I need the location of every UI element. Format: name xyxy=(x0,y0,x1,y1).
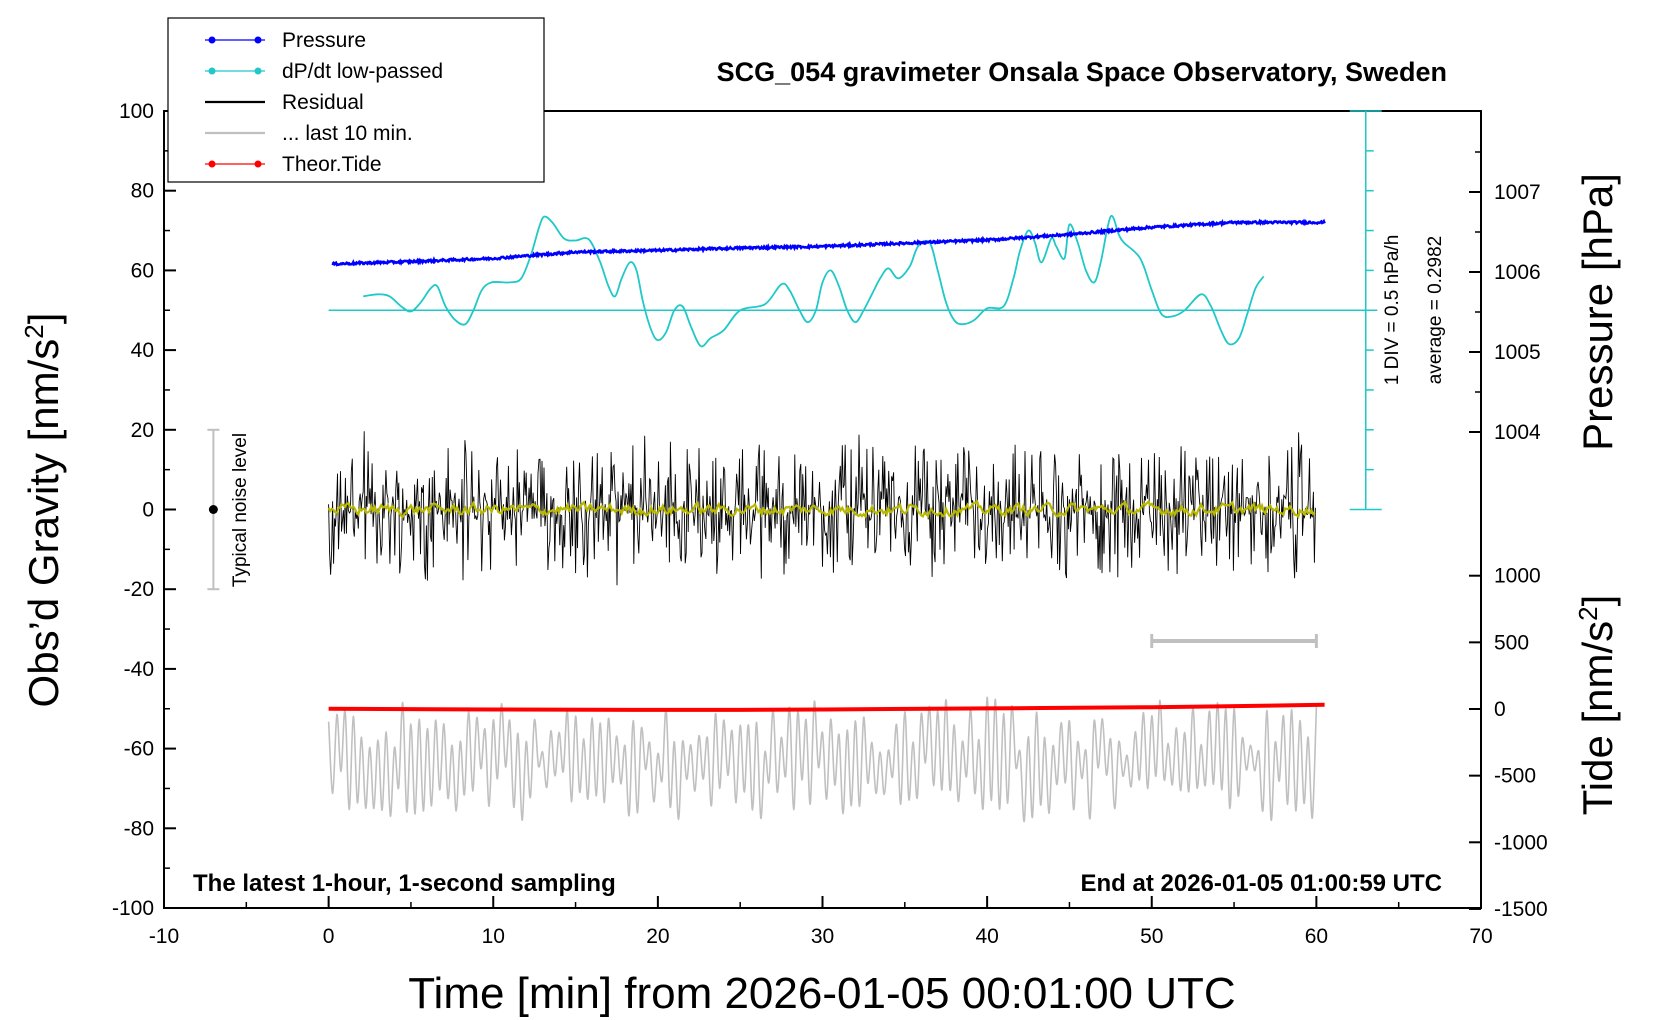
dpdt-average-label: average = 0.2982 xyxy=(1425,236,1446,384)
y-axis-label-pressure: Pressure [hPa] xyxy=(1574,173,1621,451)
y-pressure-tick-label: 1006 xyxy=(1494,261,1541,284)
y-axis-label-left: Obs’d Gravity [nm/s2] xyxy=(19,313,67,708)
x-tick-label: 60 xyxy=(1305,925,1328,948)
y-tide-tick-label: 0 xyxy=(1494,698,1506,721)
y-pressure-tick-label: 1004 xyxy=(1494,421,1541,444)
last-10-min-line xyxy=(327,696,1318,823)
legend-marker xyxy=(208,160,216,168)
y-pressure-tick-label: 1007 xyxy=(1494,181,1541,204)
y-axis-label-left-end: ] xyxy=(20,313,67,325)
legend-box xyxy=(167,17,545,183)
y-pressure-tick-label: 1005 xyxy=(1494,341,1541,364)
x-tick-label: 0 xyxy=(323,925,335,948)
noise-level-label: Typical noise level xyxy=(230,433,251,587)
subtitle-left: The latest 1-hour, 1-second sampling xyxy=(193,870,616,897)
y-tide-tick-label: -1000 xyxy=(1494,831,1548,854)
legend-label: Theor.Tide xyxy=(282,153,382,176)
y-left-tick-label: 20 xyxy=(131,419,154,442)
y-left-tick-label: 100 xyxy=(119,100,154,123)
y-axis-label-tide-main: Tide [nm/s xyxy=(1574,621,1621,816)
residual-lowpassed-line xyxy=(327,499,1316,520)
y-left-tick-label: -100 xyxy=(112,897,154,920)
y-left-tick-label: -20 xyxy=(124,578,154,601)
y-axis-label-left-sup: 2 xyxy=(19,324,49,338)
residual-line xyxy=(328,431,1316,586)
x-axis-label: Time [min] from 2026-01-05 00:01:00 UTC xyxy=(408,969,1235,1018)
legend: Pressure dP/dt low-passed Residual ... last… xyxy=(167,17,545,183)
x-tick-label: -10 xyxy=(149,925,179,948)
y-tide-tick-label: 500 xyxy=(1494,631,1529,654)
legend-label: Pressure xyxy=(282,29,366,52)
x-tick-label: 20 xyxy=(646,925,669,948)
x-tick-label: 40 xyxy=(975,925,998,948)
legend-marker xyxy=(254,36,262,44)
dpdt-line xyxy=(363,214,1265,348)
legend-marker xyxy=(254,67,262,75)
y-left-tick-label: -80 xyxy=(124,817,154,840)
y-axis-label-tide: Tide [nm/s2] xyxy=(1573,595,1621,816)
legend-marker xyxy=(208,67,216,75)
legend-marker xyxy=(254,160,262,168)
y-tide-tick-label: -1500 xyxy=(1494,898,1548,921)
y-tide-tick-label: 1000 xyxy=(1494,565,1541,588)
axes-layer: -10 0 10 20 30 40 50 60 70100806040200-20-40-60-… xyxy=(112,100,1548,948)
chart-title: SCG_054 gravimeter Onsala Space Observat… xyxy=(717,57,1447,87)
pressure-line xyxy=(331,218,1326,267)
noise-level-dot xyxy=(208,505,218,514)
y-tide-tick-label: -500 xyxy=(1494,765,1536,788)
y-axis-label-tide-sup: 2 xyxy=(1573,606,1603,620)
legend-label: dP/dt low-passed xyxy=(282,60,443,83)
y-left-tick-label: 0 xyxy=(142,499,154,522)
series-layer xyxy=(327,214,1378,823)
y-left-tick-label: -60 xyxy=(124,738,154,761)
x-tick-label: 50 xyxy=(1140,925,1163,948)
legend-marker xyxy=(208,36,216,44)
y-axis-label-tide-end: ] xyxy=(1574,595,1621,607)
x-tick-label: 10 xyxy=(482,925,505,948)
y-axis-label-left-main: Obs’d Gravity [nm/s xyxy=(20,339,67,708)
y-left-tick-label: 80 xyxy=(131,180,154,203)
y-left-tick-label: -40 xyxy=(124,658,154,681)
y-left-tick-label: 40 xyxy=(131,339,154,362)
y-left-tick-label: 60 xyxy=(131,259,154,282)
x-tick-label: 30 xyxy=(811,925,834,948)
legend-label: ... last 10 min. xyxy=(282,122,413,145)
x-tick-label: 70 xyxy=(1469,925,1492,948)
theor-tide-line xyxy=(328,702,1325,712)
dpdt-scale-label: 1 DIV = 0.5 hPa/h xyxy=(1382,235,1403,386)
legend-label: Residual xyxy=(282,91,364,114)
subtitle-right: End at 2026-01-05 01:00:59 UTC xyxy=(1081,870,1443,897)
